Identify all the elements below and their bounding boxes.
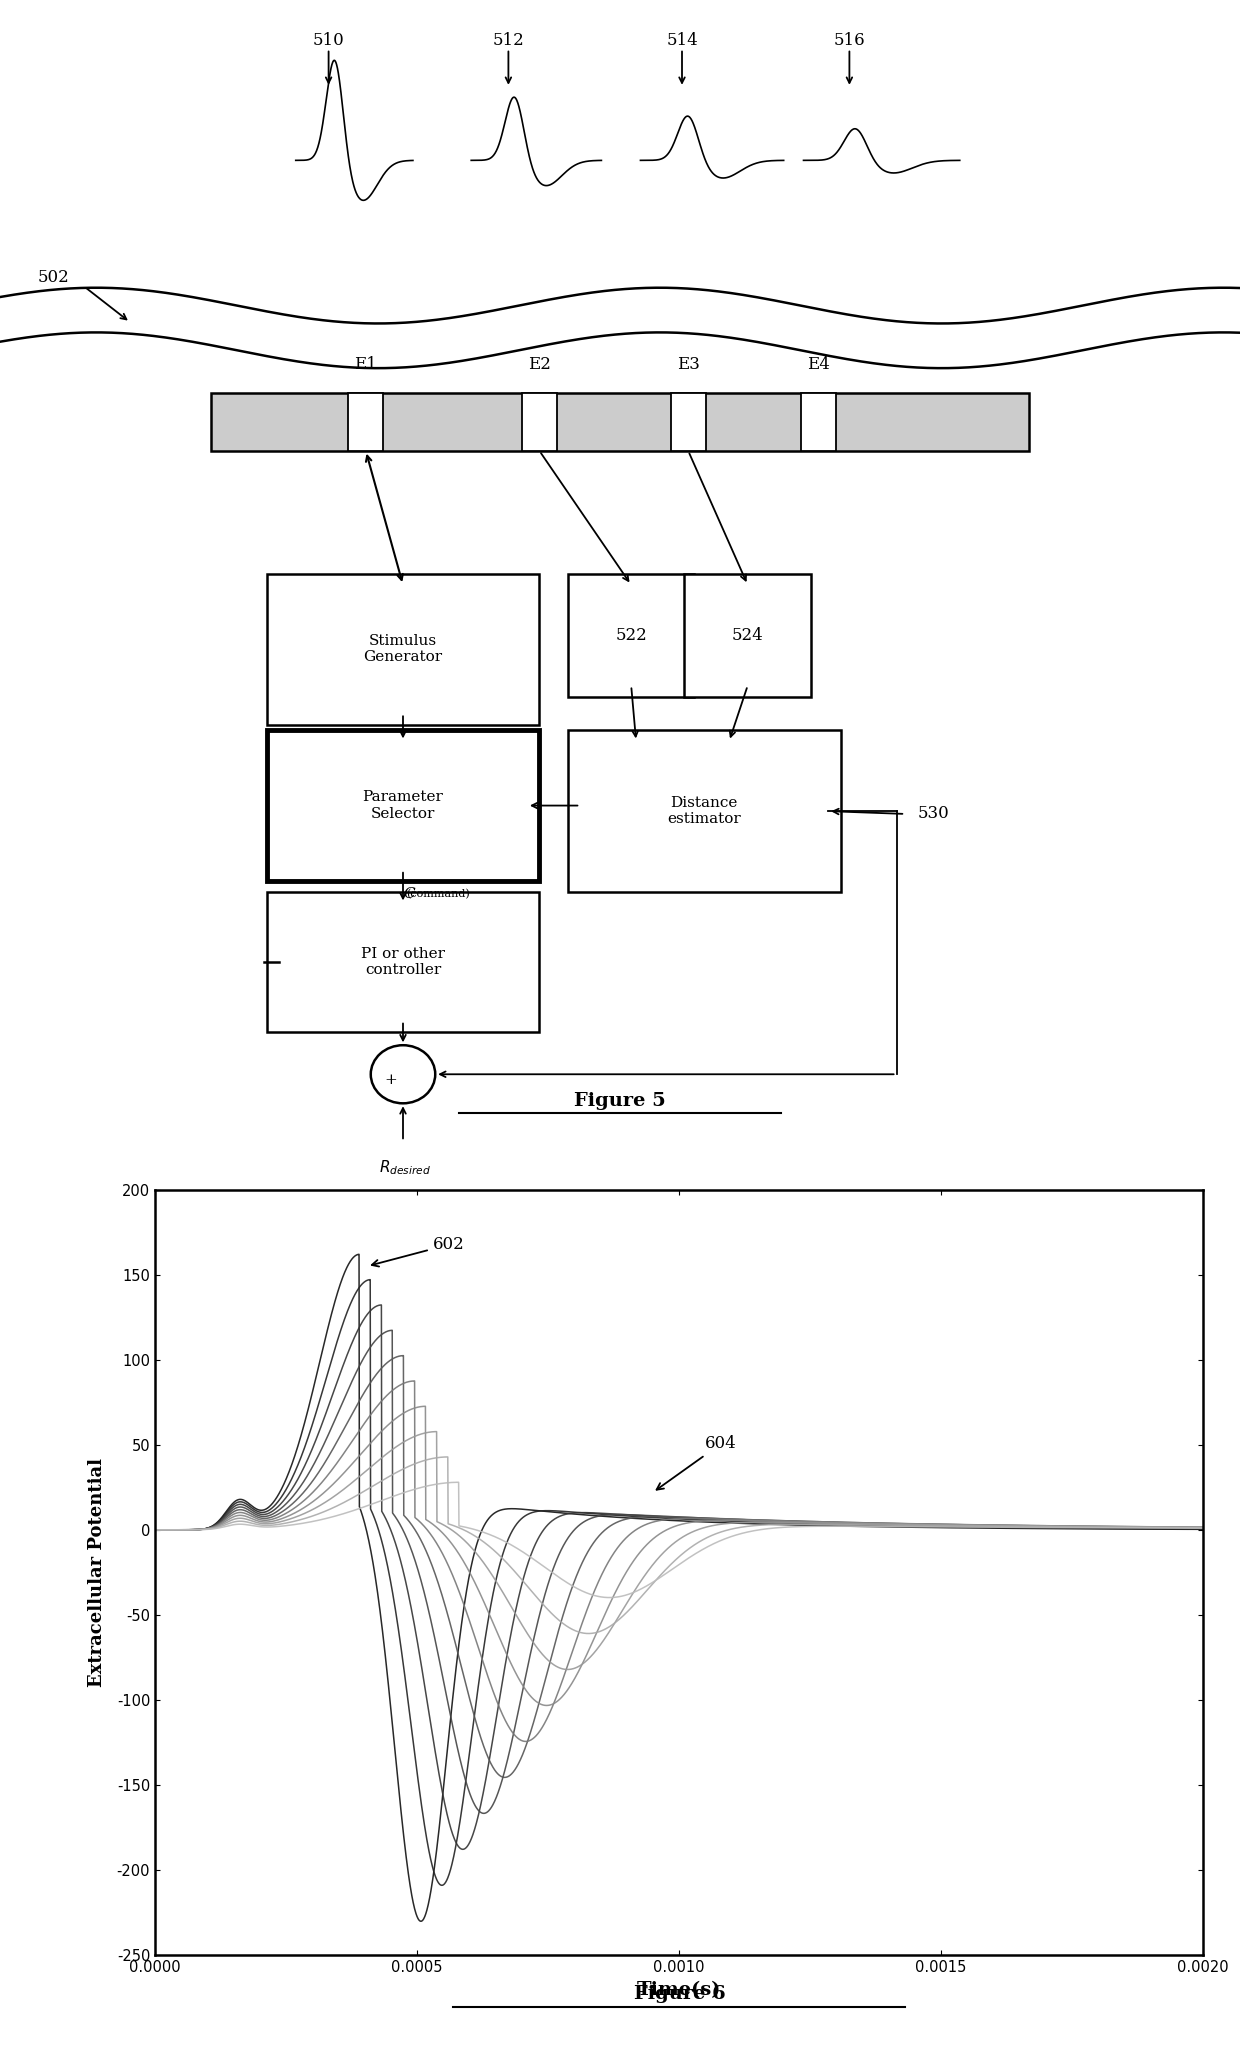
Text: 510: 510 — [312, 31, 345, 50]
Text: Distance
estimator: Distance estimator — [667, 797, 742, 826]
FancyBboxPatch shape — [211, 393, 1029, 451]
Text: (command): (command) — [405, 890, 470, 900]
FancyBboxPatch shape — [267, 573, 539, 724]
Text: 516: 516 — [833, 31, 866, 50]
Text: E3: E3 — [677, 356, 699, 372]
Text: 524: 524 — [732, 627, 764, 643]
Text: E2: E2 — [528, 356, 551, 372]
Text: Figure 6: Figure 6 — [634, 1984, 725, 2003]
Text: Figure 5: Figure 5 — [574, 1092, 666, 1109]
Text: C: C — [403, 888, 415, 902]
FancyBboxPatch shape — [267, 892, 539, 1032]
Text: $R_{desired}$: $R_{desired}$ — [379, 1159, 432, 1177]
Text: E4: E4 — [807, 356, 830, 372]
Text: Stimulus
Generator: Stimulus Generator — [363, 633, 443, 664]
Y-axis label: Extracellular Potential: Extracellular Potential — [88, 1459, 105, 1686]
FancyBboxPatch shape — [801, 393, 836, 451]
Text: 502: 502 — [37, 269, 69, 286]
Text: E1: E1 — [355, 356, 377, 372]
FancyBboxPatch shape — [568, 573, 694, 697]
FancyBboxPatch shape — [522, 393, 557, 451]
FancyBboxPatch shape — [684, 573, 811, 697]
Text: 514: 514 — [666, 31, 698, 50]
Text: 604: 604 — [657, 1436, 737, 1490]
Text: 602: 602 — [372, 1235, 465, 1266]
FancyBboxPatch shape — [348, 393, 383, 451]
X-axis label: Time(s): Time(s) — [636, 1980, 722, 1999]
Text: +: + — [384, 1074, 397, 1086]
Text: Parameter
Selector: Parameter Selector — [362, 790, 444, 821]
Text: 522: 522 — [615, 627, 647, 643]
Text: 530: 530 — [918, 805, 950, 823]
FancyBboxPatch shape — [568, 730, 841, 892]
FancyBboxPatch shape — [671, 393, 706, 451]
FancyBboxPatch shape — [267, 730, 539, 881]
Text: 512: 512 — [492, 31, 525, 50]
Text: PI or other
controller: PI or other controller — [361, 948, 445, 977]
